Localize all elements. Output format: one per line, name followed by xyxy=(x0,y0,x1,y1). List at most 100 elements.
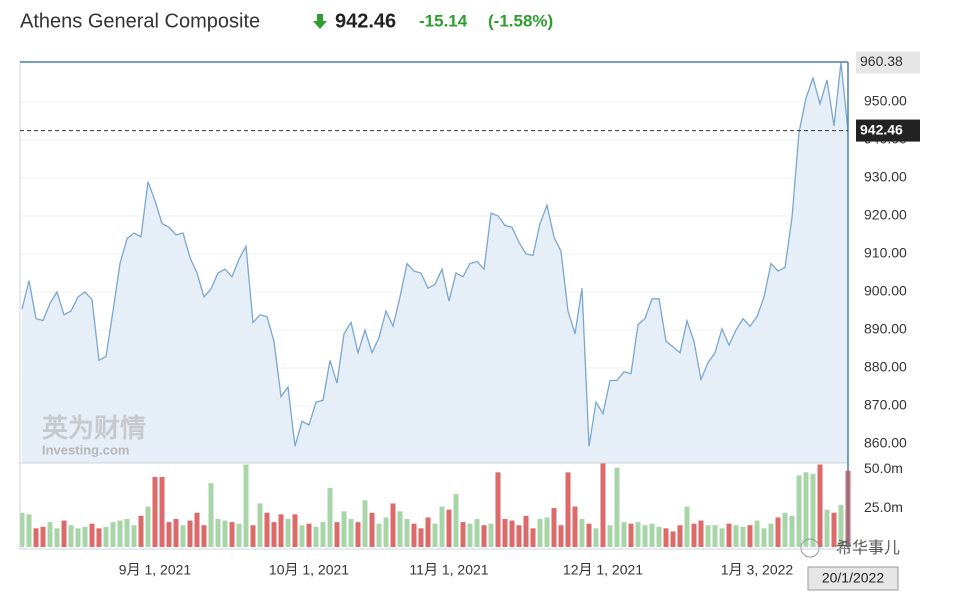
volume-bar xyxy=(68,525,74,547)
volume-bar xyxy=(61,520,67,547)
volume-bar xyxy=(460,522,466,547)
volume-bar xyxy=(96,528,102,547)
volume-bar xyxy=(341,511,347,547)
volume-bar xyxy=(271,522,277,547)
volume-bar xyxy=(775,517,781,547)
x-tick-label: 12月 1, 2021 xyxy=(563,562,643,578)
volume-bar xyxy=(411,523,417,547)
volume-bar xyxy=(677,525,683,547)
x-tick-label: 11月 1, 2021 xyxy=(409,562,488,578)
y-tick-label: 900.00 xyxy=(864,283,907,299)
volume-bar xyxy=(684,506,690,547)
volume-bar xyxy=(355,522,361,547)
volume-bar xyxy=(467,523,473,547)
volume-bar xyxy=(19,512,25,547)
y-tick-label: 920.00 xyxy=(864,207,907,223)
volume-bar xyxy=(586,523,592,547)
volume-bar xyxy=(579,519,585,547)
volume-bar xyxy=(537,519,543,547)
volume-bar xyxy=(733,525,739,547)
volume-bar xyxy=(320,522,326,547)
volume-bar xyxy=(481,525,487,547)
volume-bar xyxy=(488,523,494,547)
volume-bar xyxy=(572,506,578,547)
badge-icon xyxy=(800,538,820,558)
volume-bar xyxy=(299,525,305,547)
volume-bar xyxy=(516,525,522,547)
volume-bar xyxy=(656,526,662,547)
volume-bar xyxy=(208,483,214,547)
y-tick-label: 880.00 xyxy=(864,359,907,375)
watermark-sub: Investing.com xyxy=(42,442,129,457)
volume-bar xyxy=(502,519,508,547)
volume-bar xyxy=(593,528,599,547)
volume-bar xyxy=(817,464,823,547)
volume-bar xyxy=(747,525,753,547)
volume-bar xyxy=(607,525,613,547)
volume-bar xyxy=(278,514,284,547)
volume-bar xyxy=(145,506,151,547)
volume-bar xyxy=(418,528,424,547)
volume-bar xyxy=(222,520,228,547)
volume-bar xyxy=(565,472,571,547)
volume-bar xyxy=(397,511,403,547)
volume-bar xyxy=(614,467,620,547)
volume-bar xyxy=(47,522,53,547)
volume-bar xyxy=(180,525,186,547)
volume-bar xyxy=(446,509,452,547)
change: -15.14 xyxy=(419,11,468,30)
volume-bar xyxy=(649,523,655,547)
volume-bar xyxy=(306,523,312,547)
crosshair-date: 20/1/2022 xyxy=(822,570,884,586)
volume-bar xyxy=(803,472,809,547)
volume-bar xyxy=(215,519,221,547)
volume-bar xyxy=(54,528,60,547)
change-pct: (-1.58%) xyxy=(488,11,553,30)
volume-bar xyxy=(187,520,193,547)
volume-bar xyxy=(82,526,88,547)
volume-bar xyxy=(285,519,291,547)
volume-bar xyxy=(691,523,697,547)
volume-bar xyxy=(432,523,438,547)
volume-bar xyxy=(292,514,298,547)
volume-bar xyxy=(495,472,501,547)
x-tick-label: 10月 1, 2021 xyxy=(269,562,349,578)
last-price: 942.46 xyxy=(335,10,396,32)
volume-bar xyxy=(334,522,340,547)
volume-bar xyxy=(810,473,816,547)
volume-bar xyxy=(698,520,704,547)
volume-bar xyxy=(194,512,200,547)
volume-bar xyxy=(124,519,130,547)
volume-bar xyxy=(509,520,515,547)
last-label: 942.46 xyxy=(860,121,903,137)
volume-bar xyxy=(628,523,634,547)
volume-tick-label: 50.0m xyxy=(864,460,903,476)
volume-bar xyxy=(75,528,81,547)
chart-title: Athens General Composite xyxy=(20,10,260,32)
volume-bar xyxy=(782,512,788,547)
volume-bar xyxy=(796,475,802,547)
volume-bar xyxy=(544,517,550,547)
volume-bar xyxy=(159,477,165,547)
y-tick-label: 910.00 xyxy=(864,245,907,261)
volume-bar xyxy=(376,523,382,547)
volume-bar xyxy=(831,512,837,547)
price-line xyxy=(21,62,849,447)
volume-bar xyxy=(103,526,109,547)
down-arrow xyxy=(313,14,327,29)
volume-bar xyxy=(117,520,123,547)
volume-bar xyxy=(761,528,767,547)
volume-bar xyxy=(719,528,725,547)
volume-bar xyxy=(138,515,144,547)
volume-bar xyxy=(40,526,46,547)
volume-bar xyxy=(600,463,606,547)
volume-bar xyxy=(838,505,844,547)
volume-bar xyxy=(348,519,354,547)
volume-bar xyxy=(243,464,249,547)
volume-bar xyxy=(768,523,774,547)
volume-bar xyxy=(740,526,746,547)
volume-tick-label: 25.0m xyxy=(864,499,903,515)
high-box xyxy=(856,51,920,74)
volume-bar xyxy=(26,514,32,547)
